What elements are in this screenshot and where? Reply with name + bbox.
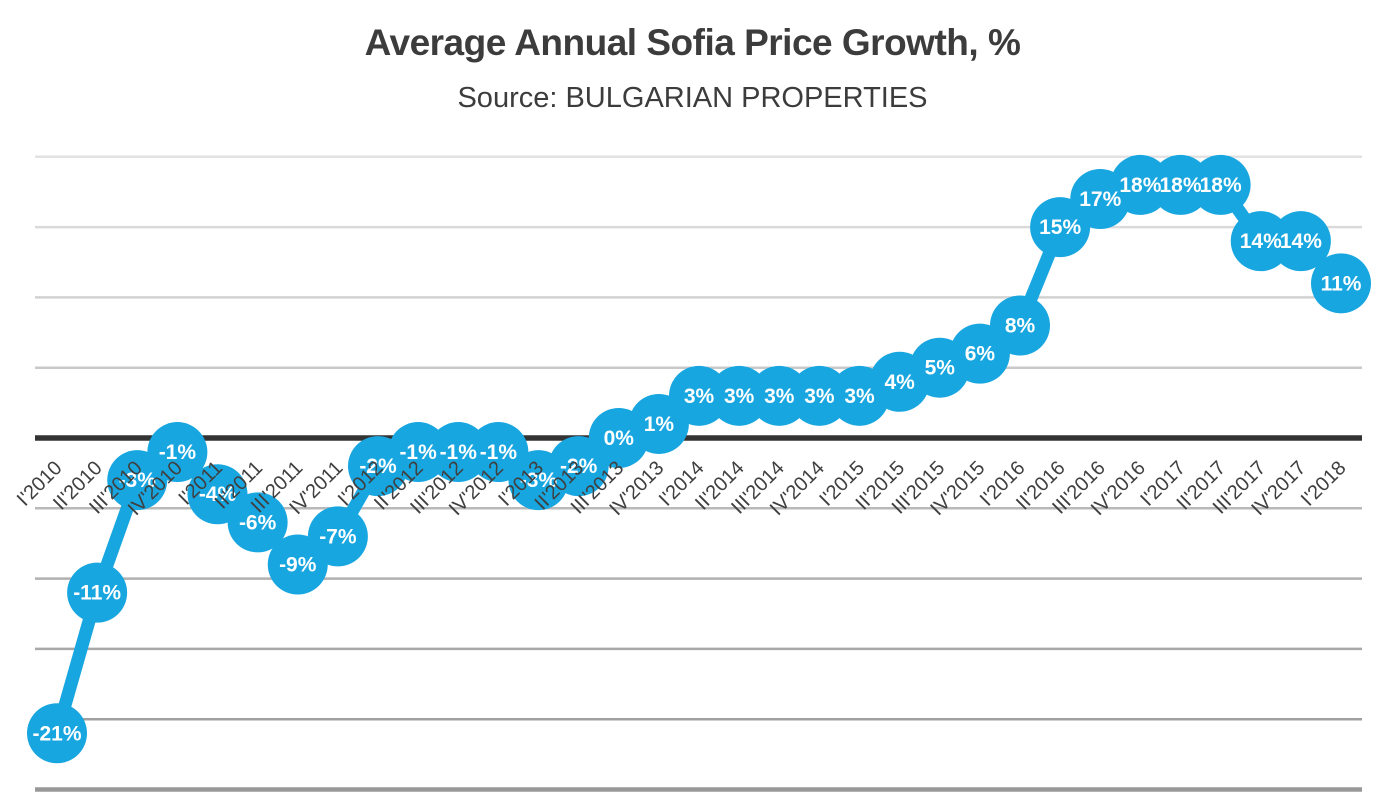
data-point-label: 14%	[1240, 230, 1282, 253]
data-point-label: -4%	[199, 483, 237, 506]
data-point-label: 11%	[1321, 272, 1362, 295]
data-point-marker	[1270, 211, 1331, 272]
data-point-label: -1%	[399, 441, 437, 464]
data-point-label: -2%	[359, 455, 397, 478]
data-point-marker	[27, 703, 87, 764]
data-point-label: -2%	[560, 455, 598, 478]
data-point-label: 8%	[1005, 315, 1036, 338]
data-point-marker	[990, 295, 1050, 356]
data-point-marker	[1311, 253, 1371, 314]
data-point-label: -21%	[32, 722, 81, 745]
data-point-label: -6%	[239, 511, 277, 534]
data-point-label: -3%	[119, 469, 157, 492]
data-point-label: -11%	[73, 582, 121, 605]
data-point-label: 15%	[1039, 216, 1081, 239]
data-point-label: -1%	[440, 441, 478, 464]
data-point-label: -9%	[279, 554, 317, 577]
data-point-marker	[307, 506, 368, 567]
data-point-marker	[67, 562, 128, 623]
data-point-label: 3%	[844, 385, 875, 408]
data-point-label: 6%	[965, 343, 996, 366]
data-point-label: 3%	[804, 385, 835, 408]
data-point-label: 17%	[1079, 188, 1121, 211]
data-point-label: 14%	[1280, 230, 1322, 253]
data-point-label: -1%	[159, 441, 197, 464]
data-point-label: 5%	[925, 357, 956, 380]
data-point-label: 18%	[1119, 174, 1161, 197]
data-point-label: 1%	[644, 413, 675, 436]
x-axis-label: I'2018	[1297, 457, 1351, 511]
data-point-label: 0%	[604, 427, 635, 450]
data-point-label: 18%	[1200, 174, 1242, 197]
data-point-label: 3%	[764, 385, 795, 408]
data-point-label: 4%	[884, 371, 915, 394]
data-point-label: -7%	[319, 525, 357, 548]
data-point-label: 3%	[724, 385, 755, 408]
data-point-marker	[1190, 154, 1251, 215]
data-point-label: -1%	[480, 441, 518, 464]
data-point-label: -3%	[520, 469, 558, 492]
data-point-marker	[227, 492, 288, 553]
chart-subtitle: Source: BULGARIAN PROPERTIES	[457, 82, 928, 114]
chart-title: Average Annual Sofia Price Growth, %	[364, 22, 1021, 63]
data-point-marker	[147, 422, 208, 483]
data-point-label: 18%	[1159, 174, 1201, 197]
data-point-label: 3%	[684, 385, 715, 408]
